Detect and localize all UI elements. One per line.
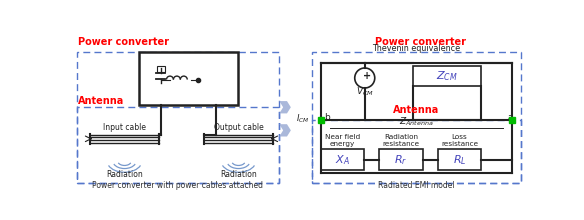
Bar	[77, 52, 279, 183]
Text: $V_{CM}$: $V_{CM}$	[356, 85, 374, 98]
Text: +: +	[363, 72, 371, 81]
Bar	[380, 149, 422, 170]
Text: $R_L$: $R_L$	[453, 153, 466, 167]
Text: Antenna: Antenna	[393, 105, 440, 115]
Polygon shape	[279, 124, 291, 136]
Bar	[438, 149, 481, 170]
Text: Input cable: Input cable	[103, 123, 146, 132]
Text: $I_{CM}$: $I_{CM}$	[296, 113, 310, 125]
Text: $Z_{Antenna}$: $Z_{Antenna}$	[399, 116, 433, 128]
Text: Radiated EMI model: Radiated EMI model	[378, 182, 455, 191]
Bar	[312, 120, 521, 183]
Text: Output cable: Output cable	[214, 123, 263, 132]
Bar	[312, 52, 521, 183]
Text: $Z_{CM}$: $Z_{CM}$	[436, 69, 458, 82]
Text: Antenna: Antenna	[78, 97, 124, 106]
Bar	[413, 66, 481, 86]
Bar	[139, 52, 238, 105]
Bar	[157, 66, 165, 72]
Text: Power converter with power cables attached: Power converter with power cables attach…	[92, 182, 263, 191]
Text: Power converter: Power converter	[78, 37, 169, 47]
Text: $R_r$: $R_r$	[394, 153, 408, 167]
Polygon shape	[279, 101, 291, 114]
Text: a: a	[507, 113, 513, 122]
Bar	[321, 149, 364, 170]
Text: Thevenin equivalence: Thevenin equivalence	[372, 44, 460, 53]
Text: Near field
energy: Near field energy	[325, 134, 360, 147]
Text: Radiation: Radiation	[220, 170, 257, 179]
Bar	[77, 107, 279, 183]
Text: b: b	[324, 113, 330, 122]
Text: Radiation: Radiation	[106, 170, 143, 179]
Text: Power converter: Power converter	[376, 37, 467, 47]
Text: Loss
resistance: Loss resistance	[441, 134, 478, 147]
Text: Radiation
resistance: Radiation resistance	[383, 134, 419, 147]
Text: $X_A$: $X_A$	[335, 153, 350, 167]
